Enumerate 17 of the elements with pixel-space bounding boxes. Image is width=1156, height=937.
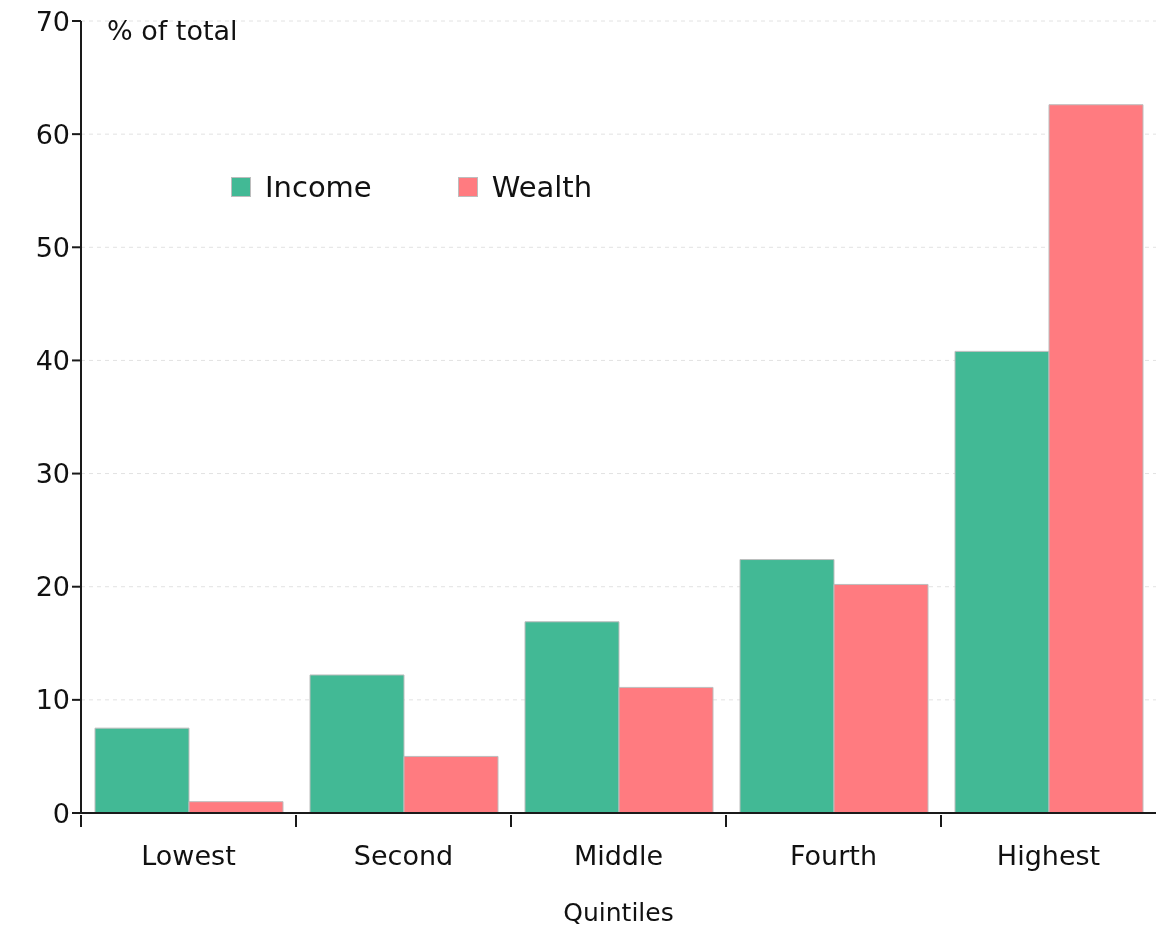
- x-axis-title: Quintiles: [563, 898, 674, 927]
- y-tick-label: 30: [35, 458, 70, 490]
- x-tick-label: Highest: [996, 840, 1101, 871]
- y-tick-label: 20: [35, 571, 70, 603]
- x-tick-label: Middle: [573, 840, 664, 871]
- y-axis-title: % of total: [107, 15, 238, 46]
- legend-label: Wealth: [491, 170, 593, 204]
- y-tick-label: 0: [52, 797, 70, 829]
- x-tick-label: Fourth: [790, 840, 877, 871]
- y-tick-label: 70: [35, 5, 70, 37]
- x-tick-label: Lowest: [141, 840, 236, 871]
- legend-label: Income: [265, 170, 372, 204]
- y-tick-label: 60: [35, 118, 70, 150]
- y-tick-label: 10: [35, 684, 70, 716]
- y-tick-label: 40: [35, 345, 70, 377]
- y-tick-label: 50: [35, 231, 70, 263]
- x-tick-label: Second: [353, 840, 454, 871]
